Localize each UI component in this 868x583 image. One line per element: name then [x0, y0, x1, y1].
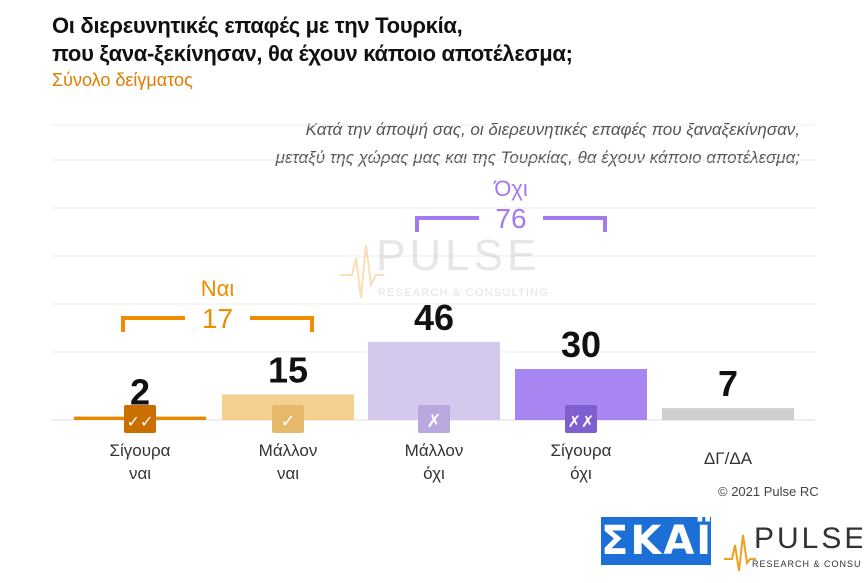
data-label: 7 — [718, 363, 738, 404]
category-label: ναι — [277, 464, 299, 483]
check-icon: ✓ — [272, 405, 304, 433]
watermark: PULSE RESEARCH & CONSULTING — [340, 231, 549, 299]
category-label: όχι — [570, 464, 592, 483]
pulse-logo-tagline: RESEARCH & CONSULTING — [752, 559, 862, 569]
watermark-text: PULSE — [376, 231, 540, 280]
category-label: όχι — [423, 464, 445, 483]
icon-glyph: ✗ — [426, 411, 441, 432]
pulse-logo-text: PULSE — [754, 522, 862, 555]
category-label: Μάλλον — [259, 441, 318, 460]
bracket-left — [121, 316, 185, 332]
chart-title: Οι διερευνητικές επαφές με την Τουρκία, … — [52, 13, 573, 66]
data-label: 30 — [561, 324, 601, 365]
pulse-logo: PULSE RESEARCH & CONSULTING — [724, 522, 862, 572]
category-label: Μάλλον — [405, 441, 464, 460]
cross-icon: ✗ — [418, 405, 450, 433]
double-cross-icon: ✗✗ — [565, 405, 597, 433]
chart-subtitle: Σύνολο δείγματος — [52, 70, 193, 90]
data-label: 2 — [130, 372, 150, 413]
skai-logo: ΣΚΑΪ — [601, 517, 714, 565]
icon-badge — [124, 405, 156, 433]
group-label: Όχι — [493, 176, 528, 201]
data-label: 46 — [414, 297, 454, 338]
category-label: ναι — [129, 464, 151, 483]
bracket-right — [543, 216, 607, 232]
icon-glyph: ✓ — [280, 411, 295, 432]
bracket-left — [415, 216, 479, 232]
group-total: 17 — [202, 303, 233, 334]
bar — [662, 408, 794, 420]
watermark-pulse-line — [340, 244, 384, 299]
icon-badge — [565, 405, 597, 433]
double-check-icon: ✓✓ — [124, 405, 156, 433]
icon-badge — [418, 405, 450, 433]
watermark-tagline: RESEARCH & CONSULTING — [378, 287, 549, 299]
icon-badge — [272, 405, 304, 433]
icon-glyph: ✗✗ — [568, 412, 595, 431]
icon-glyph: ✓✓ — [127, 412, 154, 431]
group-total: 76 — [495, 203, 526, 234]
category-label: Σίγουρα — [550, 441, 611, 460]
category-label: Σίγουρα — [109, 441, 170, 460]
category-label: ΔΓ/ΔΑ — [704, 449, 753, 468]
copyright-text: © 2021 Pulse RC — [718, 484, 819, 499]
group-label: Ναι — [201, 276, 235, 301]
bracket-right — [250, 316, 314, 332]
data-label: 15 — [268, 350, 308, 391]
